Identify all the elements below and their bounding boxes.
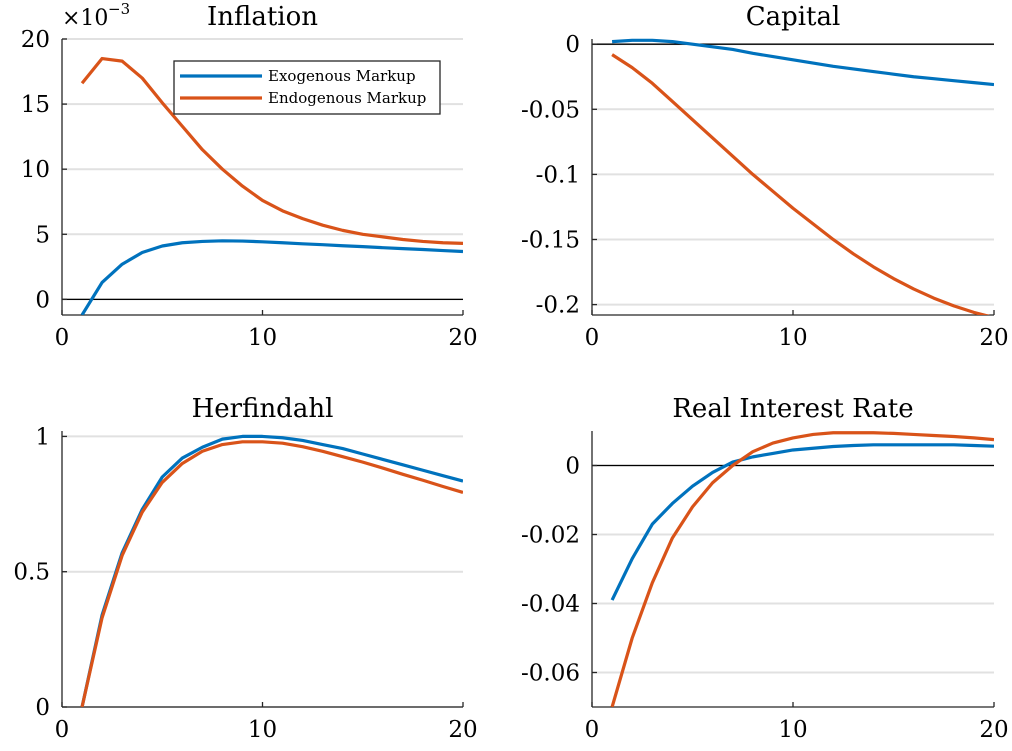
series-line-exogenous-markup: [610, 443, 994, 601]
series-line-endogenous-markup: [610, 431, 994, 707]
x-tick-label: 20: [979, 717, 1008, 743]
y-tick-label: 0.5: [13, 560, 50, 586]
real-interest-rate-panel: 0 -0.02 -0.04 -0.06 0 10 20 Real Interest Rate: [521, 394, 1009, 743]
x-tick-label: 10: [248, 325, 277, 351]
y-tick-label: -0.2: [536, 293, 580, 319]
axis-exponent-power: −3: [108, 0, 130, 18]
y-tick-label: 10: [21, 157, 50, 183]
y-tick-label: -0.05: [521, 97, 580, 123]
chart-title: Inflation: [207, 2, 318, 32]
x-tick-label: 20: [448, 717, 477, 743]
chart-title: Real Interest Rate: [672, 394, 913, 424]
y-tick-label: 5: [35, 222, 50, 248]
y-tick-label: 1: [35, 424, 50, 450]
x-tick-label: 20: [448, 325, 477, 351]
x-tick-label: 0: [585, 717, 600, 743]
chart-title: Herfindahl: [192, 394, 334, 424]
x-tick-label: 0: [55, 325, 70, 351]
inflation-panel: 0 5 10 15 20 0 10 20 Inflation ×10 −3 Exogenous Mar…: [21, 0, 478, 351]
axis-exponent-label: ×10: [62, 6, 108, 31]
legend-label-endogenous-markup: Endogenous Markup: [268, 89, 426, 107]
x-tick-label: 0: [55, 717, 70, 743]
x-tick-label: 10: [778, 717, 807, 743]
legend-box: [173, 60, 441, 115]
y-tick-label: 0: [565, 454, 580, 480]
x-tick-label: 10: [778, 325, 807, 351]
series-line-endogenous-markup: [611, 53, 991, 315]
x-tick-label: 0: [585, 325, 600, 351]
y-tick-label: -0.06: [521, 661, 580, 687]
series-line-endogenous-markup: [80, 56, 463, 245]
series-line-exogenous-markup: [80, 434, 463, 707]
y-tick-label: -0.02: [521, 523, 580, 549]
y-tick-label: -0.15: [521, 227, 580, 253]
series-line-exogenous-markup: [80, 239, 463, 315]
y-tick-label: 0: [35, 287, 50, 313]
series-line-endogenous-markup: [80, 440, 463, 707]
y-tick-label: -0.1: [536, 162, 580, 188]
series-line-exogenous-markup: [611, 38, 994, 87]
y-tick-label: 0: [565, 32, 580, 58]
legend-label-exogenous-markup: Exogenous Markup: [268, 67, 416, 85]
y-tick-label: 15: [21, 92, 50, 118]
y-tick-label: 20: [21, 27, 50, 53]
x-tick-label: 20: [979, 325, 1008, 351]
chart-title: Capital: [746, 2, 841, 32]
y-tick-label: -0.04: [521, 592, 580, 618]
y-tick-label: 0: [35, 695, 50, 721]
x-tick-label: 10: [248, 717, 277, 743]
